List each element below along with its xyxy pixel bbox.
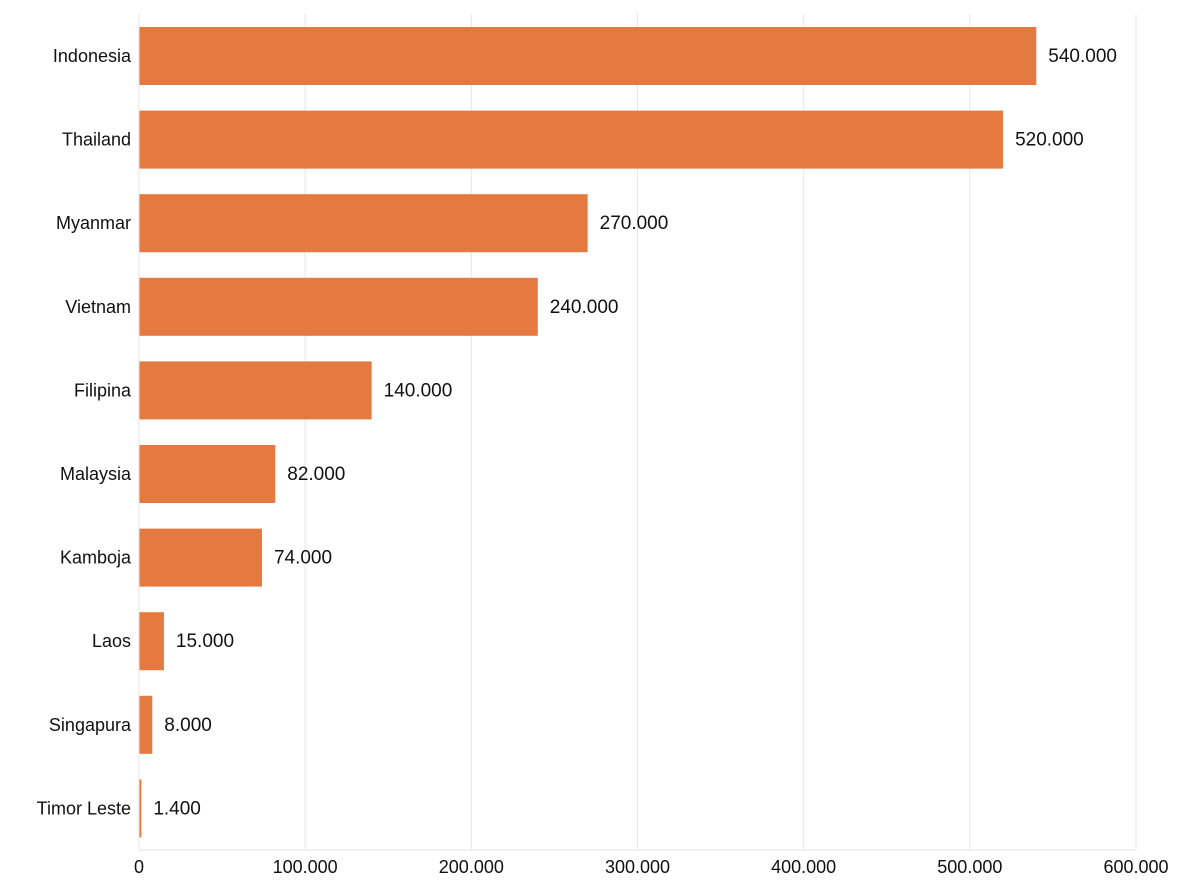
value-label: 1.400 [153,798,201,819]
category-label: Malaysia [60,464,132,484]
value-label: 240.000 [550,297,619,318]
bar [139,445,276,503]
bar [139,277,538,336]
value-label: 270.000 [600,213,669,234]
label-layer: Indonesia 540.000 Thailand 520.000 Myanmar 27… [37,46,1117,819]
bar [139,361,372,420]
bar [139,110,1004,169]
category-label: Myanmar [56,213,131,233]
x-tick-label: 600.000 [1103,857,1168,877]
bar-layer [139,27,1037,838]
value-label: 15.000 [176,631,234,652]
value-label: 8.000 [164,715,212,736]
x-tick-label: 100.000 [273,857,338,877]
axis-layer: 0 100.000 200.000 300.000 400.000 500.000 600.… [134,14,1169,877]
bar [139,27,1037,85]
bar [139,695,153,754]
category-label: Singapura [49,715,132,735]
value-label: 540.000 [1048,46,1117,67]
category-label: Vietnam [65,297,131,317]
value-label: 140.000 [384,380,453,401]
value-label: 82.000 [287,464,345,485]
category-label: Indonesia [53,46,132,66]
bar [139,779,142,838]
x-tick-label: 0 [134,857,144,877]
category-label: Kamboja [60,548,132,568]
x-tick-label: 400.000 [771,857,836,877]
category-label: Filipina [74,380,132,400]
bar [139,612,164,671]
category-label: Thailand [62,130,131,150]
value-label: 74.000 [274,548,332,569]
x-tick-label: 200.000 [439,857,504,877]
category-label: Laos [92,631,131,651]
value-label: 520.000 [1015,130,1084,151]
bar [139,194,588,253]
bar [139,528,262,587]
x-tick-label: 300.000 [605,857,670,877]
category-label: Timor Leste [37,798,131,818]
x-tick-label: 500.000 [937,857,1002,877]
